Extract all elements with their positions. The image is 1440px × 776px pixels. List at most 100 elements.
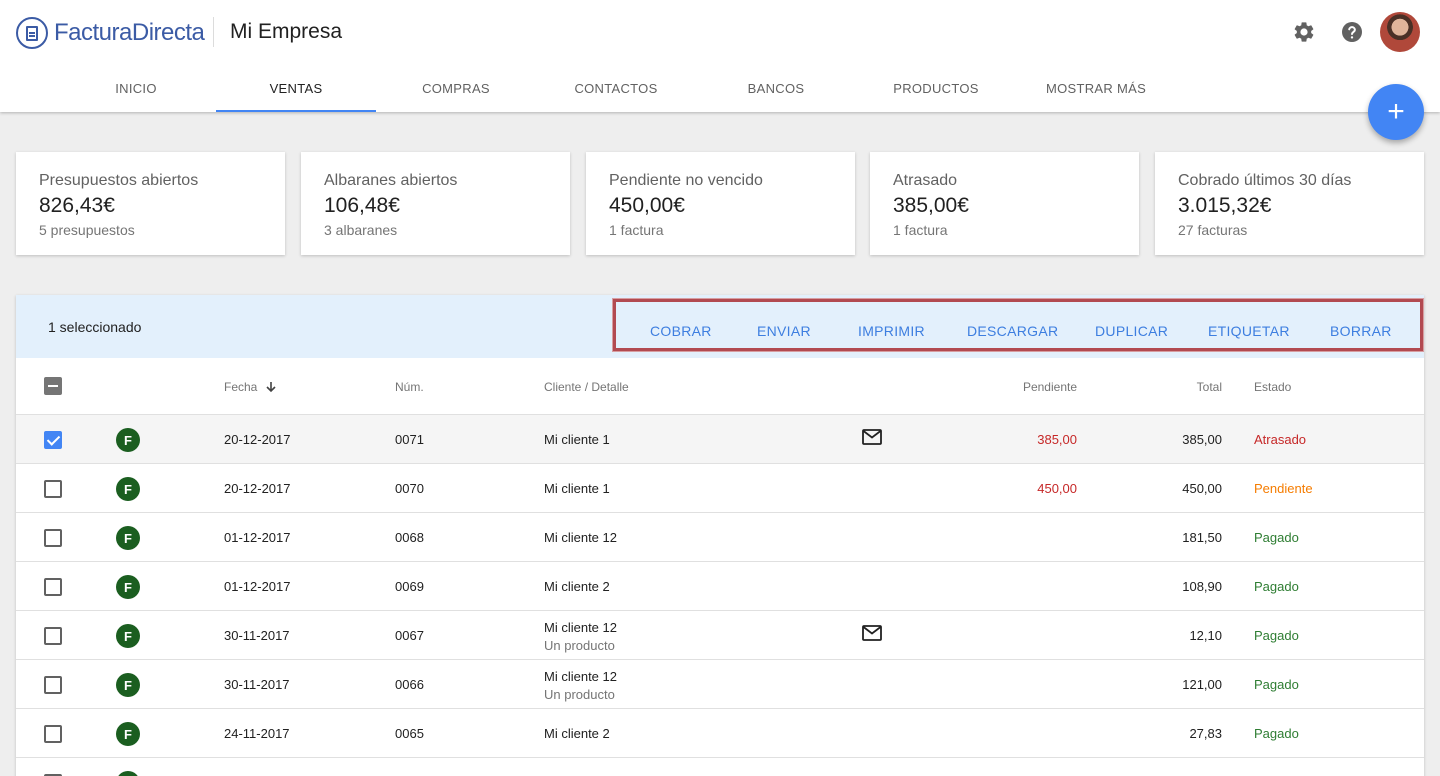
row-checkbox[interactable] <box>44 480 62 498</box>
cell-num: 0067 <box>395 628 424 643</box>
table-row[interactable]: F 20-12-2017 0070 Mi cliente 1 450,00 45… <box>16 464 1424 513</box>
descargar-button[interactable]: DESCARGAR <box>967 323 1059 339</box>
cell-num: 0069 <box>395 579 424 594</box>
cell-fecha: 30-11-2017 <box>224 677 290 692</box>
card-cobrado[interactable]: Cobrado últimos 30 días 3.015,32€ 27 fac… <box>1155 152 1424 255</box>
tab-compras[interactable]: COMPRAS <box>422 80 490 96</box>
tab-inicio[interactable]: INICIO <box>115 80 157 96</box>
cobrar-button[interactable]: COBRAR <box>650 323 712 339</box>
column-estado[interactable]: Estado <box>1254 380 1292 394</box>
select-all-checkbox[interactable] <box>44 377 62 395</box>
status-badge: Atrasado <box>1254 432 1307 447</box>
status-badge: Pendiente <box>1254 481 1313 496</box>
table-row[interactable]: F 01-12-2017 0069 Mi cliente 2 108,90 Pa… <box>16 562 1424 611</box>
column-total[interactable]: Total <box>1196 380 1222 394</box>
cell-fecha: 30-11-2017 <box>224 628 290 643</box>
column-pendiente[interactable]: Pendiente <box>1022 380 1077 394</box>
row-checkbox[interactable] <box>44 578 62 596</box>
cell-cliente: Mi cliente 12 <box>544 530 617 545</box>
cell-cliente: Mi cliente 1 <box>544 432 610 447</box>
row-checkbox[interactable] <box>44 431 62 449</box>
card-amount: 3.015,32€ <box>1178 194 1272 217</box>
selection-bar: 1 seleccionado COBRAR ENVIAR IMPRIMIR DE… <box>16 295 1424 358</box>
cell-fecha: 20-12-2017 <box>224 432 291 447</box>
cell-fecha: 20-12-2017 <box>224 481 291 496</box>
row-checkbox[interactable] <box>44 676 62 694</box>
table-row[interactable]: F 20-12-2017 0071 Mi cliente 1 385,00 38… <box>16 415 1424 464</box>
table-row[interactable]: F 01-12-2017 0068 Mi cliente 12 181,50 P… <box>16 513 1424 562</box>
mail-icon[interactable] <box>862 625 882 641</box>
arrow-down-icon <box>266 382 276 393</box>
card-amount: 385,00€ <box>893 194 969 217</box>
card-title: Atrasado <box>893 172 958 189</box>
table-row[interactable]: F 24-11-2017 0065 Mi cliente 2 27,83 Pag… <box>16 709 1424 758</box>
enviar-button[interactable]: ENVIAR <box>757 323 811 339</box>
duplicar-button[interactable]: DUPLICAR <box>1095 323 1169 339</box>
avatar[interactable] <box>1380 12 1420 52</box>
brand-logo[interactable]: FacturaDirecta <box>16 16 205 50</box>
invoice-type-badge <box>116 771 140 776</box>
cell-cliente: Mi cliente 1 <box>544 481 610 496</box>
cell-total: 121,00 <box>1182 677 1222 692</box>
invoice-type-badge: F <box>116 428 140 452</box>
card-title: Albaranes abiertos <box>324 172 458 189</box>
invoice-type-badge: F <box>116 575 140 599</box>
status-badge: Pagado <box>1254 726 1299 741</box>
help-icon[interactable] <box>1340 20 1364 44</box>
mail-icon[interactable] <box>862 429 882 445</box>
card-presupuestos[interactable]: Presupuestos abiertos 826,43€ 5 presupue… <box>16 152 285 255</box>
company-name[interactable]: Mi Empresa <box>230 20 343 43</box>
table-row[interactable]: F 30-11-2017 0067 Mi cliente 12 Un produ… <box>16 611 1424 660</box>
column-fecha[interactable]: Fecha <box>224 380 277 394</box>
cell-total: 27,83 <box>1189 726 1222 741</box>
row-checkbox[interactable] <box>44 529 62 547</box>
row-checkbox[interactable] <box>44 627 62 645</box>
row-checkbox[interactable] <box>44 774 62 776</box>
table-row[interactable] <box>16 758 1424 776</box>
cell-fecha: 01-12-2017 <box>224 530 291 545</box>
cell-pendiente: 385,00 <box>1037 432 1077 447</box>
add-button[interactable]: + <box>1368 84 1424 140</box>
cell-total: 108,90 <box>1182 579 1222 594</box>
card-amount: 450,00€ <box>609 194 685 217</box>
cell-fecha: 24-11-2017 <box>224 726 290 741</box>
document-icon <box>16 17 48 49</box>
card-subtitle: 5 presupuestos <box>39 222 135 238</box>
cell-fecha: 01-12-2017 <box>224 579 291 594</box>
column-cliente[interactable]: Cliente / Detalle <box>544 380 629 394</box>
card-amount: 826,43€ <box>39 194 115 217</box>
main-nav-tabs: INICIO VENTAS COMPRAS CONTACTOS BANCOS P… <box>56 64 1176 112</box>
card-title: Cobrado últimos 30 días <box>1178 172 1352 189</box>
tab-mostrar-mas[interactable]: MOSTRAR MÁS <box>1045 80 1147 96</box>
borrar-button[interactable]: BORRAR <box>1330 323 1392 339</box>
card-subtitle: 27 facturas <box>1178 222 1248 238</box>
tab-productos[interactable]: PRODUCTOS <box>893 80 979 96</box>
column-label: Fecha <box>224 380 258 394</box>
table-row[interactable]: F 30-11-2017 0066 Mi cliente 12 Un produ… <box>16 660 1424 709</box>
invoices-panel: 1 seleccionado COBRAR ENVIAR IMPRIMIR DE… <box>16 295 1424 776</box>
cell-cliente: Mi cliente 12 Un producto <box>544 620 617 653</box>
invoice-type-badge: F <box>116 722 140 746</box>
row-checkbox[interactable] <box>44 725 62 743</box>
card-subtitle: 1 factura <box>609 222 664 238</box>
cell-cliente: Mi cliente 2 <box>544 726 610 741</box>
tab-bancos[interactable]: BANCOS <box>747 80 805 96</box>
card-albaranes[interactable]: Albaranes abiertos 106,48€ 3 albaranes <box>301 152 570 255</box>
card-subtitle: 3 albaranes <box>324 222 398 238</box>
card-atrasado[interactable]: Atrasado 385,00€ 1 factura <box>870 152 1139 255</box>
gear-icon[interactable] <box>1292 20 1316 44</box>
tab-ventas[interactable]: VENTAS <box>216 64 376 112</box>
status-badge: Pagado <box>1254 530 1299 545</box>
selection-count: 1 seleccionado <box>48 319 142 335</box>
cell-num: 0070 <box>395 481 424 496</box>
cell-cliente: Mi cliente 12 Un producto <box>544 669 617 702</box>
card-subtitle: 1 factura <box>893 222 948 238</box>
status-badge: Pagado <box>1254 628 1299 643</box>
card-pendiente[interactable]: Pendiente no vencido 450,00€ 1 factura <box>586 152 855 255</box>
tab-contactos[interactable]: CONTACTOS <box>574 80 658 96</box>
client-name: Mi cliente 12 <box>544 669 617 684</box>
invoice-type-badge: F <box>116 673 140 697</box>
imprimir-button[interactable]: IMPRIMIR <box>858 323 925 339</box>
column-num[interactable]: Núm. <box>395 380 424 394</box>
etiquetar-button[interactable]: ETIQUETAR <box>1208 323 1290 339</box>
